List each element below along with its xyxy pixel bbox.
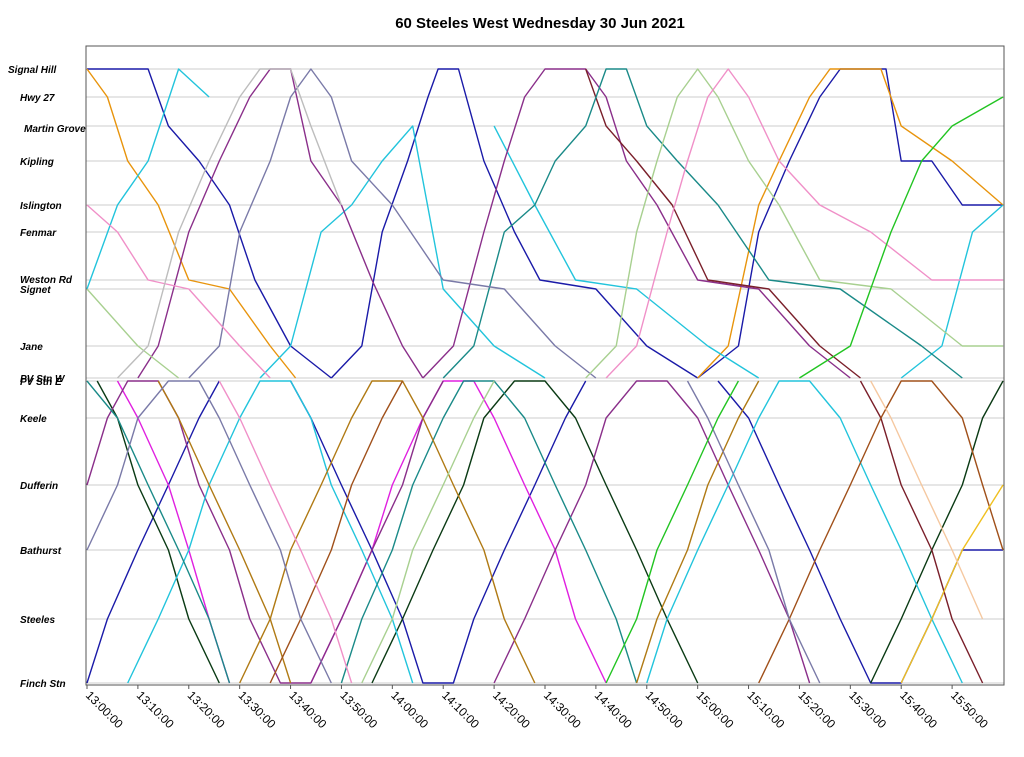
trip-line-8: [493, 125, 760, 379]
y-axis-stop-labels: Signal Hill Hwy 27 Martin Grove Kipling Isli…: [8, 65, 86, 690]
trip-line-27: [371, 380, 699, 684]
trip-line-2: [330, 68, 699, 379]
stop-label-dufferin: Dufferin: [20, 481, 58, 492]
trip-line-1: [87, 68, 332, 379]
trip-line-44: [361, 380, 495, 684]
trip-line-31: [859, 380, 984, 684]
trip-line-4: [86, 68, 297, 379]
trip-line-13: [442, 68, 963, 379]
stop-label-bathurst: Bathurst: [20, 546, 62, 557]
trip-line-36: [157, 380, 292, 684]
stop-label-kipling: Kipling: [20, 157, 54, 168]
stop-label-hwy-27: Hwy 27: [20, 93, 55, 104]
trip-line-15: [86, 288, 180, 379]
trip-line-35: [340, 380, 638, 684]
trip-line-43: [218, 380, 353, 684]
trip-line-12: [585, 68, 861, 379]
trip-line-45: [605, 380, 740, 684]
trip-line-14: [188, 68, 597, 379]
trip-line-17: [86, 204, 271, 379]
trip-line-22: [289, 380, 587, 684]
trip-line-33: [646, 380, 963, 684]
stop-label-signal-hill: Signal Hill: [8, 65, 57, 76]
chart-title: 60 Steeles West Wednesday 30 Jun 2021: [395, 15, 685, 32]
trip-line-26: [96, 380, 220, 684]
trip-line-19: [116, 68, 343, 379]
trip-line-20: [799, 96, 1004, 379]
trip-line-18: [605, 68, 1003, 379]
stop-label-signet: Signet: [20, 285, 51, 296]
trip-line-38: [635, 380, 760, 684]
trip-line-40: [758, 380, 1004, 684]
trip-line-9: [900, 204, 1004, 379]
trip-line-28: [870, 380, 1004, 684]
trip-line-29: [86, 380, 444, 684]
trip-line-30: [493, 380, 811, 684]
stop-label-keele: Keele: [20, 414, 47, 425]
stop-label-finch-stn: Finch Stn: [20, 679, 66, 690]
stop-label-islington: Islington: [20, 201, 62, 212]
stop-label-pv-stn-w: PV Stn W: [20, 374, 66, 385]
stop-label-martin-grove: Martin Grove: [24, 124, 86, 135]
stop-label-jane: Jane: [20, 342, 43, 353]
trip-line-34: [86, 380, 231, 684]
trip-line-42: [686, 380, 821, 684]
trip-line-46: [900, 484, 1004, 684]
trip-line-39: [269, 380, 404, 684]
stop-label-pv-stn-e: PV Stn E: [20, 377, 62, 388]
trip-line-5: [697, 68, 1004, 379]
trip-line-16: [585, 68, 1003, 379]
trip-line-6: [86, 68, 210, 290]
trip-line-11: [422, 68, 851, 379]
stop-label-steeles: Steeles: [20, 615, 55, 626]
trip-lines: [86, 68, 1004, 684]
trip-line-47: [870, 380, 984, 620]
trip-line-37: [239, 380, 536, 684]
trip-line-7: [259, 125, 546, 379]
stop-label-fenmar: Fenmar: [20, 228, 57, 239]
trip-line-41: [86, 380, 332, 684]
stop-label-weston-rd: Weston Rd: [20, 275, 73, 286]
